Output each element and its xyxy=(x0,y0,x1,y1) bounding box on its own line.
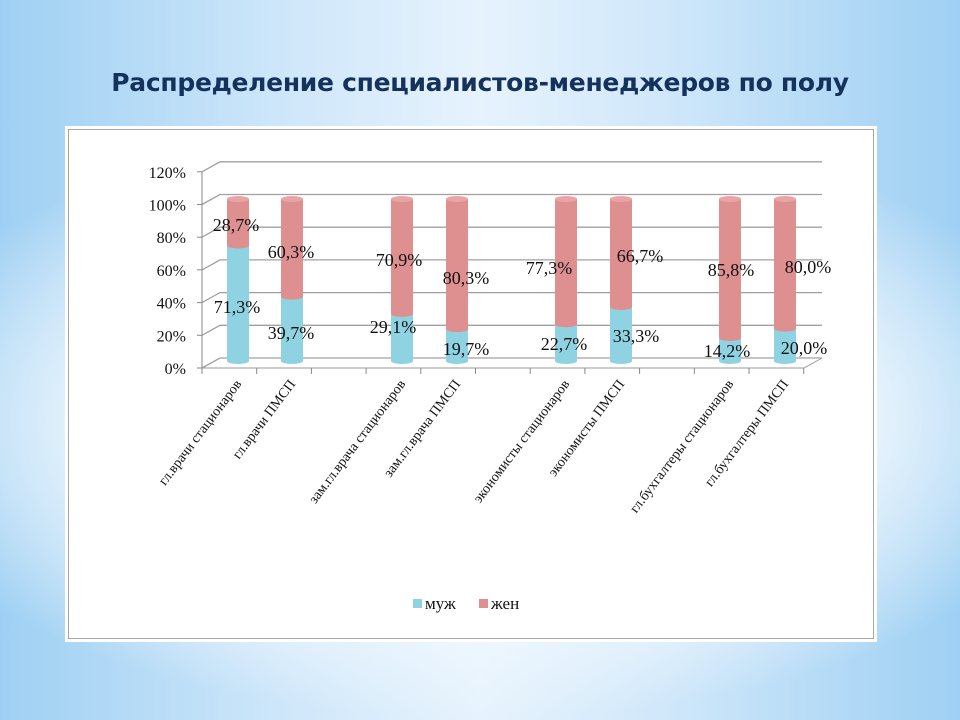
chart-panel xyxy=(65,126,877,642)
data-label: 66,7% xyxy=(617,246,664,266)
bar-cap xyxy=(610,358,632,364)
bar-segment-муж xyxy=(446,329,468,361)
data-label: 29,1% xyxy=(370,317,417,337)
bar-segment-муж xyxy=(391,313,413,361)
bar-cap xyxy=(774,358,796,364)
bar-segment-муж xyxy=(555,324,577,361)
slide-title: Распределение специалистов-менеджеров по… xyxy=(111,68,849,97)
bar-cap xyxy=(281,358,303,364)
bar-top-cap xyxy=(555,196,577,202)
bar-top-cap xyxy=(281,196,303,202)
bar-segment-муж xyxy=(774,328,796,361)
data-label: 80,3% xyxy=(443,268,490,288)
y-tick-label: 100% xyxy=(149,198,186,215)
category-label: гл.врачи стационаров xyxy=(156,377,245,488)
bar-segment-жен xyxy=(391,199,413,314)
gridline xyxy=(201,161,822,173)
y-tick-label: 80% xyxy=(157,230,186,247)
data-label: 39,7% xyxy=(268,323,315,343)
bar-segment-муж xyxy=(610,307,632,361)
bar-segment-жен xyxy=(446,199,468,330)
bar-cap xyxy=(610,304,632,311)
y-tick-label: 120% xyxy=(149,165,186,182)
bar-segment-жен xyxy=(555,199,577,325)
data-label: 14,2% xyxy=(704,341,751,361)
data-label: 19,7% xyxy=(443,339,490,359)
data-label: 71,3% xyxy=(214,297,261,317)
bar-top-cap xyxy=(227,196,249,202)
bar-segment-муж xyxy=(227,245,249,361)
bar-segment-жен xyxy=(610,199,632,308)
bar-cap xyxy=(555,321,577,328)
data-label: 33,3% xyxy=(613,326,660,346)
bar-segment-жен xyxy=(719,199,741,338)
bar-cap xyxy=(227,358,249,364)
bar-cap xyxy=(774,325,796,332)
bar-segment-жен xyxy=(774,199,796,329)
category-label: экономисты стационаров xyxy=(471,377,573,506)
legend-label: муж xyxy=(425,594,456,613)
data-label: 77,3% xyxy=(526,258,573,278)
y-tick-label: 0% xyxy=(165,361,186,378)
bar-cap xyxy=(446,358,468,364)
bar-segment-муж xyxy=(719,337,741,361)
y-tick-label: 60% xyxy=(157,263,186,280)
bar-top-cap xyxy=(774,196,796,202)
bar-segment-жен xyxy=(227,199,249,246)
bar-top-cap xyxy=(610,196,632,202)
bar-cap xyxy=(391,310,413,317)
data-label: 22,7% xyxy=(541,334,588,354)
bar-top-cap xyxy=(446,196,468,202)
bar-top-cap xyxy=(391,196,413,202)
data-label: 80,0% xyxy=(785,257,832,277)
legend-swatch-жен xyxy=(479,599,488,608)
bar-cap xyxy=(281,293,303,300)
legend-swatch-муж xyxy=(413,599,422,608)
data-label: 60,3% xyxy=(268,242,315,262)
bar-cap xyxy=(227,242,249,249)
data-label: 70,9% xyxy=(376,250,423,270)
bar-segment-жен xyxy=(281,199,303,297)
bar-cap xyxy=(446,326,468,333)
bar-top-cap xyxy=(719,196,741,202)
bar-cap xyxy=(719,334,741,341)
legend-label: жен xyxy=(490,594,519,613)
bar-cap xyxy=(719,358,741,364)
bar-cap xyxy=(555,358,577,364)
data-label: 20,0% xyxy=(781,338,828,358)
bar-cap xyxy=(391,358,413,364)
gridline xyxy=(201,193,822,206)
y-tick-label: 20% xyxy=(157,328,186,345)
category-label: гл.бухгалтеры стационаров xyxy=(627,377,737,516)
bar-segment-муж xyxy=(281,296,303,361)
data-label: 85,8% xyxy=(708,260,755,280)
y-tick-label: 40% xyxy=(157,296,186,313)
data-label: 28,7% xyxy=(213,215,260,235)
category-label: зам.гл.врача стационаров xyxy=(307,377,410,507)
